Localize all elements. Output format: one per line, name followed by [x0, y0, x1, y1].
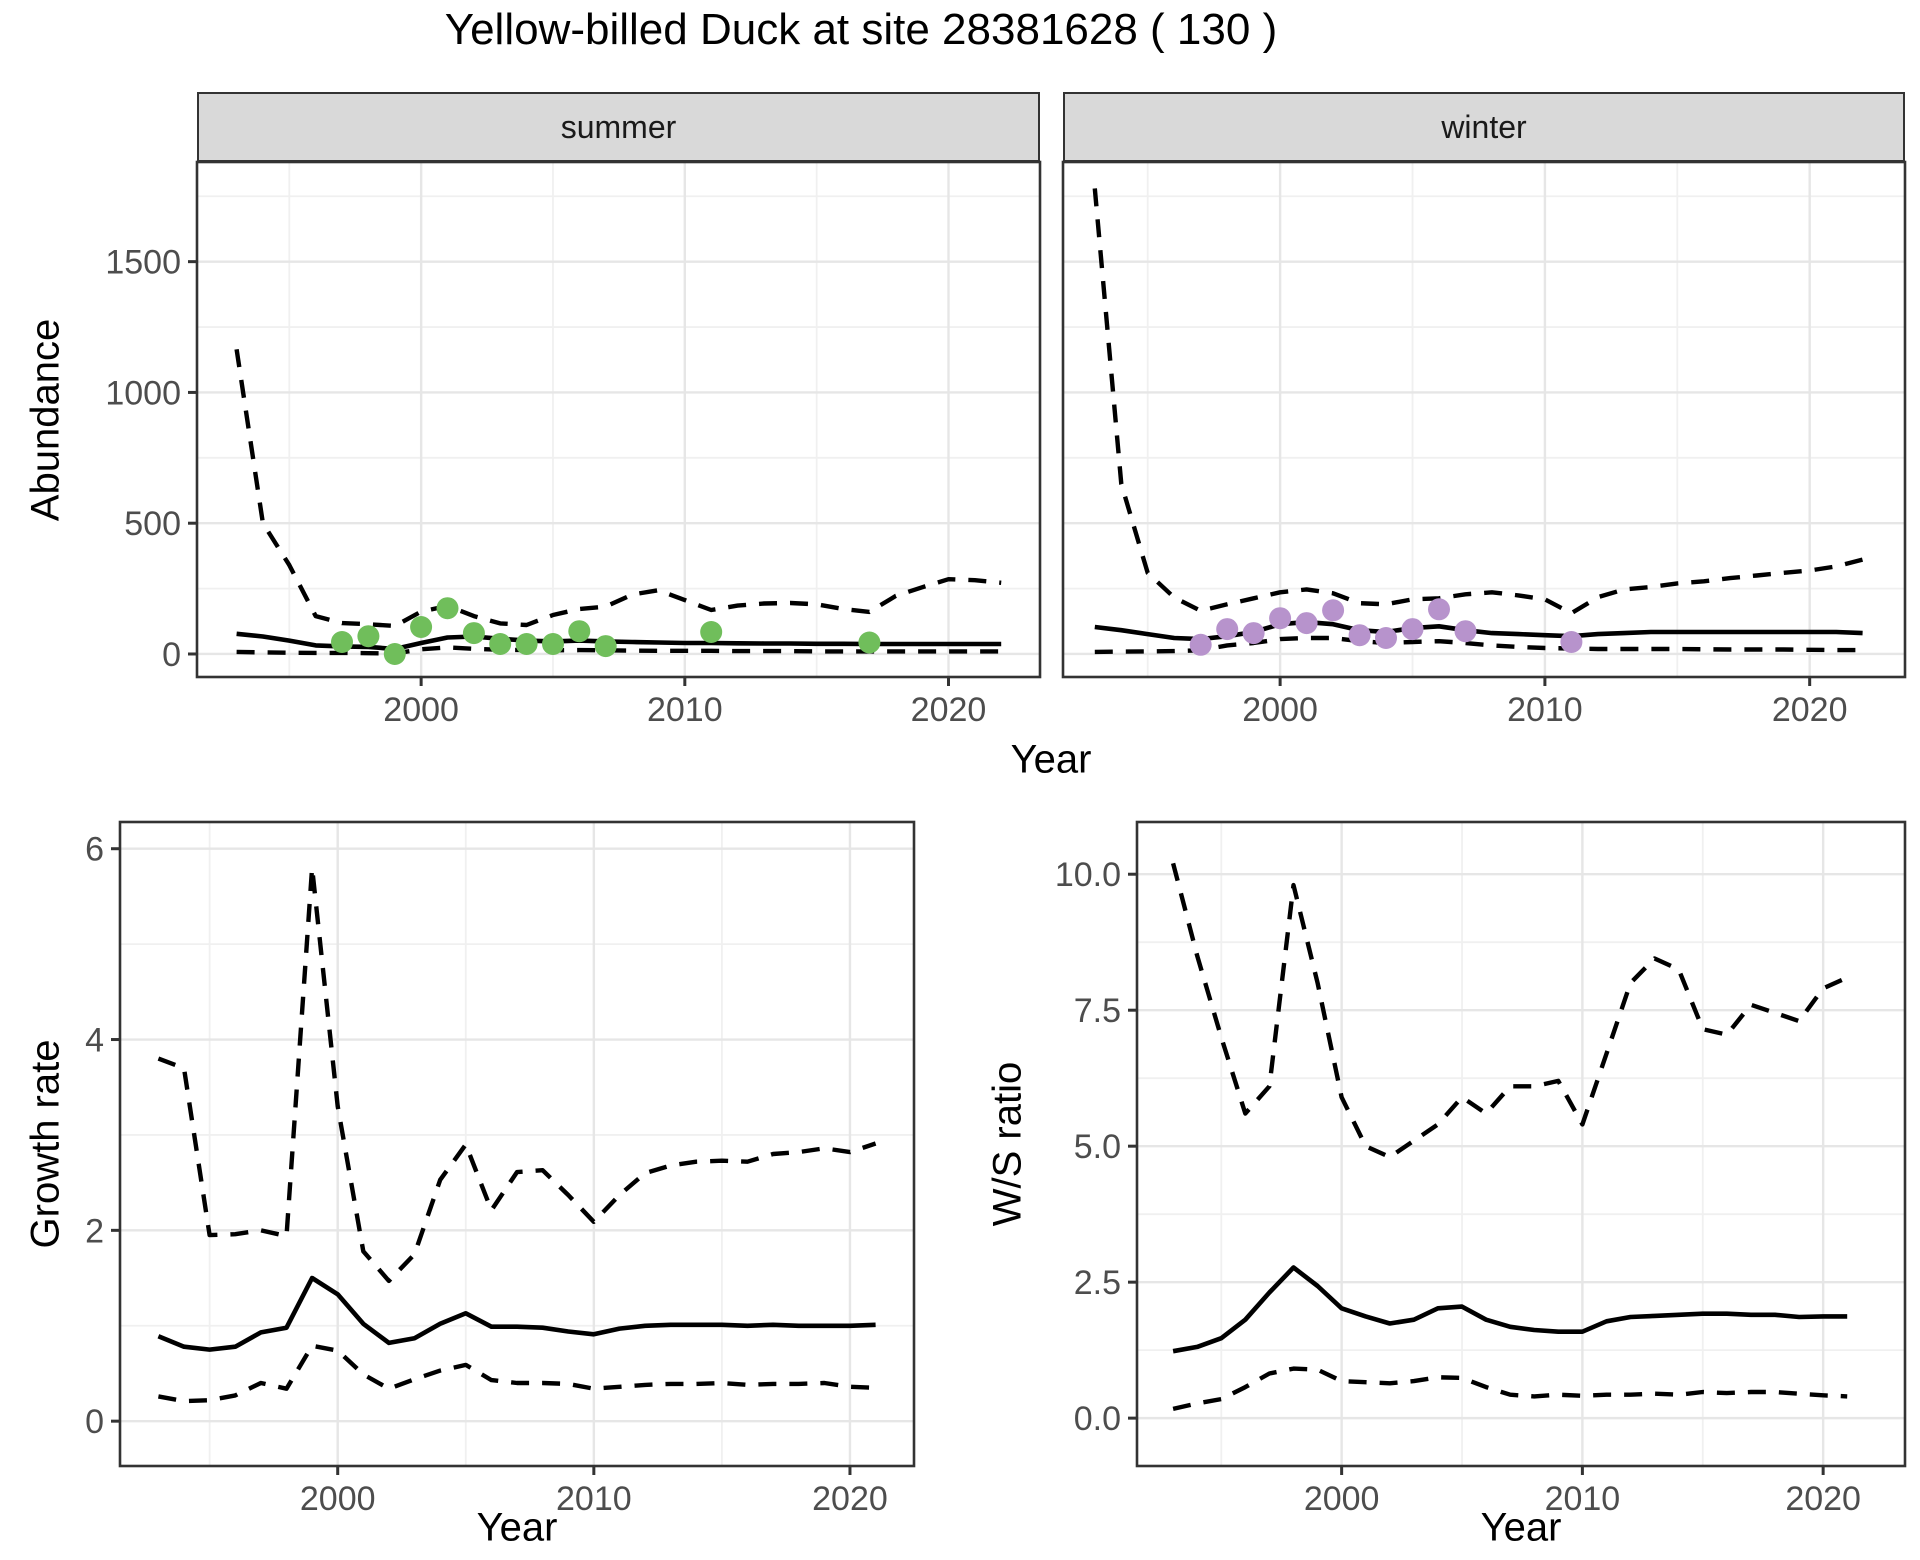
data-point — [700, 621, 723, 643]
data-point — [1348, 624, 1371, 647]
growth-rate-upper-ci-line — [157, 865, 877, 1284]
ws-ratio-lower-ci-line — [1172, 1366, 1848, 1412]
y-tick-label: 1500 — [105, 244, 181, 282]
panel-border — [1061, 160, 1907, 679]
y-axis-title-abundance: Abundance — [23, 318, 68, 522]
y-tick-label: 5.0 — [1074, 1128, 1121, 1166]
panel-abundance-winter: 2000 2010 2020 — [1061, 160, 1907, 729]
panel-border — [118, 820, 916, 1468]
y-tick-label: 7.5 — [1074, 992, 1121, 1030]
panel-background — [120, 822, 914, 1466]
y-tick-label: 6 — [85, 831, 104, 869]
data-point — [594, 635, 617, 658]
facet-label-winter: winter — [1441, 108, 1527, 145]
panel-abundance-summer: 2000 2010 2020 0 500 1000 1500 — [105, 160, 1042, 729]
data-point — [383, 643, 406, 665]
observed-counts-winter — [1189, 598, 1583, 656]
x-tick-label: 2020 — [1772, 691, 1848, 729]
panel-background — [1063, 162, 1905, 677]
x-tick-label: 2000 — [1242, 691, 1318, 729]
x-tick-label: 2010 — [647, 691, 723, 729]
data-point — [357, 625, 380, 648]
y-tick-label: 0 — [85, 1403, 104, 1441]
ws-ratio-estimate-line — [1172, 1265, 1848, 1354]
y-tick-label: 0 — [162, 636, 181, 674]
panel-ws-ratio: 2000 2010 2020 0.0 2.5 5.0 7.5 10.0 — [1055, 820, 1907, 1518]
chart-title: Yellow-billed Duck at site 28381628 ( 13… — [444, 5, 1278, 54]
y-tick-label: 1000 — [105, 374, 181, 412]
panel-border — [195, 160, 1042, 679]
abundance-winter-upper-ci-line — [1092, 188, 1864, 616]
data-point — [1295, 612, 1318, 635]
growth-rate-lower-ci-line — [158, 1343, 876, 1404]
data-point — [1560, 631, 1583, 653]
y-tick-label: 2.5 — [1074, 1264, 1121, 1302]
panel-growth-rate: 2000 2010 2020 0 2 4 6 — [85, 820, 916, 1518]
observed-counts-summer — [331, 597, 881, 665]
data-point — [1401, 618, 1424, 641]
x-tick-label: 2020 — [812, 1480, 888, 1518]
panel-background — [1137, 822, 1905, 1466]
data-point — [1242, 622, 1265, 645]
y-tick-label: 10.0 — [1055, 856, 1121, 894]
facet-label-summer: summer — [560, 108, 677, 145]
data-point — [489, 633, 512, 655]
x-tick-label: 2010 — [1507, 691, 1583, 729]
abundance-winter-lower-ci-line — [1094, 635, 1863, 655]
x-axis-title-growth-rate: Year — [476, 1505, 558, 1550]
y-tick-label: 500 — [124, 505, 181, 543]
panel-background — [197, 162, 1040, 677]
abundance-summer-upper-ci-line — [234, 348, 1002, 629]
data-point — [1375, 627, 1397, 649]
data-point — [410, 616, 433, 638]
y-axis-title-ws-ratio: W/S ratio — [985, 1061, 1030, 1227]
y-axis-title-growth-rate: Growth rate — [23, 1039, 68, 1249]
x-tick-label: 2010 — [1545, 1480, 1621, 1518]
growth-rate-estimate-line — [157, 1275, 876, 1352]
y-tick-label: 2 — [85, 1212, 104, 1250]
data-point — [542, 633, 564, 655]
data-point — [1269, 607, 1292, 630]
data-point — [1189, 633, 1212, 656]
facet-strip-winter: winter — [1063, 92, 1905, 162]
x-tick-label: 2000 — [300, 1480, 376, 1518]
data-point — [331, 631, 353, 653]
data-point — [1216, 618, 1239, 641]
data-point — [515, 633, 538, 655]
ws-ratio-upper-ci-line — [1170, 862, 1849, 1160]
y-tick-label: 4 — [85, 1022, 104, 1060]
data-point — [1454, 620, 1477, 643]
data-point — [858, 631, 881, 654]
x-axis-title-ws-ratio: Year — [1480, 1505, 1562, 1550]
x-tick-label: 2000 — [1304, 1480, 1380, 1518]
facet-strip-summer: summer — [197, 92, 1040, 162]
data-point — [1428, 598, 1450, 621]
x-tick-label: 2020 — [1785, 1480, 1861, 1518]
panel-border — [1135, 820, 1907, 1468]
data-point — [1322, 599, 1345, 622]
data-point — [462, 622, 485, 645]
x-axis-title-top: Year — [1010, 737, 1092, 782]
data-point — [568, 620, 591, 643]
x-tick-label: 2000 — [383, 691, 459, 729]
data-point — [436, 597, 459, 620]
x-tick-label: 2020 — [911, 691, 987, 729]
y-tick-label: 0.0 — [1074, 1400, 1121, 1438]
x-tick-label: 2010 — [556, 1480, 632, 1518]
